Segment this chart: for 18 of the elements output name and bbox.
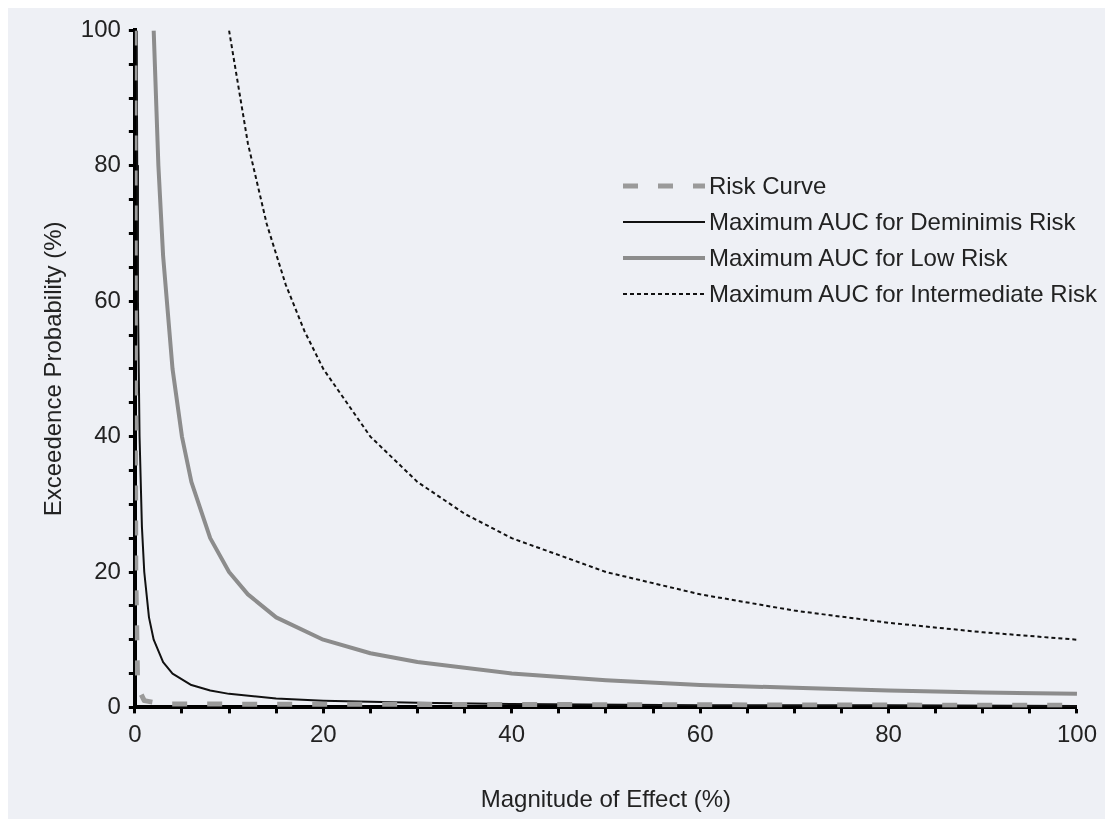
x-tick-label: 40 — [498, 720, 526, 748]
x-tick-label: 80 — [875, 720, 902, 748]
legend-label: Maximum AUC for Low Risk — [708, 244, 1008, 272]
x-tick-label: 20 — [309, 720, 337, 748]
x-tick-label: 60 — [686, 720, 714, 748]
y-axis-title: Exceedence Probability (%) — [39, 221, 67, 517]
y-tick-label: 60 — [94, 285, 121, 313]
x-tick-label: 100 — [1056, 720, 1097, 748]
y-tick-label: 80 — [94, 150, 121, 178]
legend-label: Maximum AUC for Deminimis Risk — [708, 208, 1076, 236]
x-tick-label: 0 — [128, 720, 142, 748]
x-axis-title: Magnitude of Effect (%) — [480, 785, 732, 813]
legend-label: Risk Curve — [708, 172, 827, 200]
y-tick-label: 20 — [94, 556, 121, 584]
y-tick-label: 100 — [80, 15, 121, 43]
y-tick-label: 40 — [94, 421, 121, 449]
legend-label: Maximum AUC for Intermediate Risk — [708, 280, 1097, 308]
y-tick-label: 0 — [107, 692, 121, 720]
